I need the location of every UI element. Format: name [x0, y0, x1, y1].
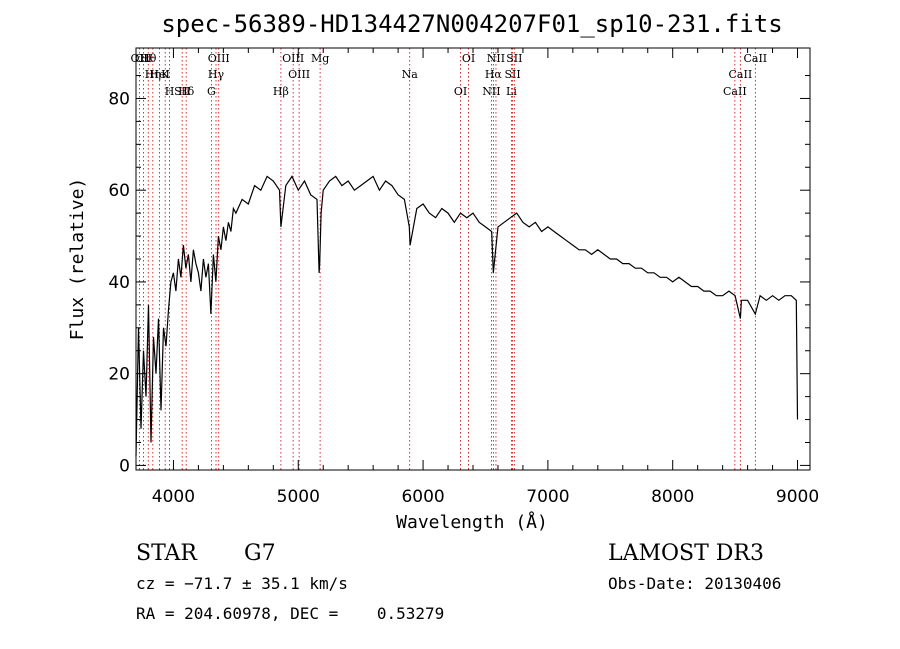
line-label: H	[165, 85, 175, 98]
line-label: Hβ	[273, 85, 289, 98]
line-label: HeI	[149, 68, 169, 81]
line-label: CaII	[743, 52, 767, 65]
line-label: OI	[454, 85, 467, 98]
line-label: CaII	[723, 85, 747, 98]
survey-label: LAMOST DR3	[608, 541, 764, 566]
x-tick-label: 7000	[526, 487, 569, 507]
y-tick-label: 0	[119, 456, 130, 476]
line-label: OII	[131, 52, 149, 65]
line-label: Li	[506, 85, 517, 98]
emission-line-markers: HθKHδOIIHηHCIIHeISIIOIIIHγGOIIIOIIIHβMgN…	[131, 48, 767, 470]
x-tick-label: 5000	[277, 487, 320, 507]
line-label: NII	[487, 52, 505, 65]
coords-label: RA = 204.60978, DEC = 0.53279	[136, 604, 445, 623]
line-label: K	[161, 68, 170, 81]
line-label: Na	[402, 68, 419, 81]
y-tick-label: 60	[108, 181, 130, 201]
line-label: OI	[462, 52, 475, 65]
line-label: NII	[482, 85, 500, 98]
y-axis-label: Flux (relative)	[67, 178, 88, 341]
class-label: STAR	[136, 541, 197, 566]
y-tick-label: 80	[108, 89, 130, 109]
line-label: OIII	[208, 52, 230, 65]
line-label: Hα	[485, 68, 503, 81]
line-label: Hθ	[140, 52, 157, 65]
spectrum-line	[135, 175, 799, 457]
x-axis-label: Wavelength (Å)	[396, 511, 548, 533]
x-tick-label: 4000	[152, 487, 195, 507]
x-tick-label: 9000	[776, 487, 819, 507]
axes: 4000 5000 6000 7000 8000 9000 0 20 40 60 80	[108, 48, 819, 507]
line-label: SII	[504, 68, 520, 81]
y-tick-label: 40	[108, 273, 130, 293]
line-label: CII	[135, 52, 152, 65]
line-label: SII	[506, 52, 522, 65]
line-label: SII	[174, 85, 190, 98]
plot-frame	[135, 47, 811, 471]
chart-title: spec-56389-HD134427N004207F01_sp10-231.f…	[161, 10, 782, 38]
x-tick-label: 6000	[401, 487, 444, 507]
line-label: OIII	[282, 52, 304, 65]
obs-date-label: Obs-Date: 20130406	[608, 574, 782, 593]
line-label: Hγ	[208, 68, 225, 81]
line-label: Mg	[311, 52, 329, 65]
line-label: CaII	[729, 68, 753, 81]
subclass-label: G7	[244, 541, 276, 566]
y-tick-label: 20	[108, 365, 130, 385]
line-label: G	[207, 85, 216, 98]
x-tick-label: 8000	[651, 487, 694, 507]
redshift-label: cz = −71.7 ± 35.1 km/s	[136, 574, 348, 593]
line-label: Hη	[145, 68, 161, 81]
line-label: OIII	[288, 68, 310, 81]
